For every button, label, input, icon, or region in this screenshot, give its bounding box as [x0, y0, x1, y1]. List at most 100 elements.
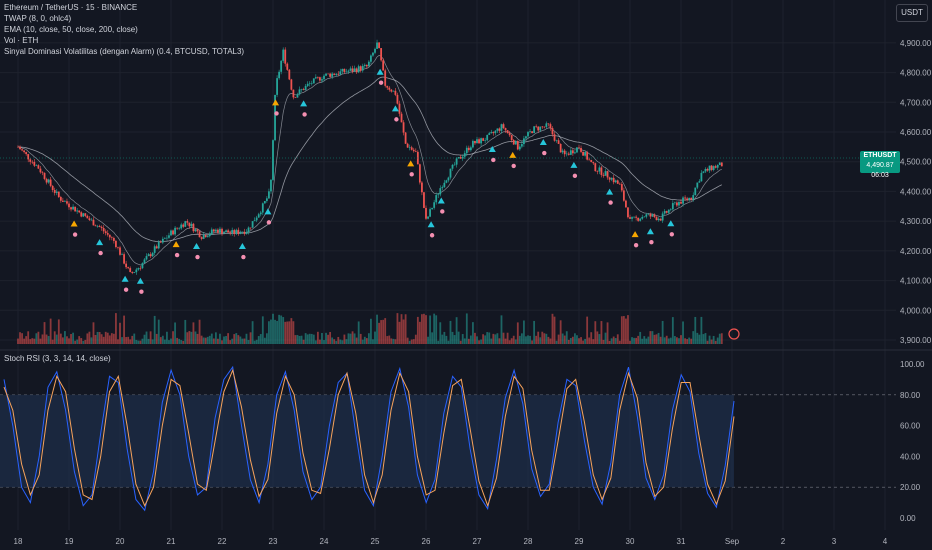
- volume-bar: [229, 340, 232, 344]
- candle-body: [598, 167, 601, 172]
- candle-body: [671, 203, 674, 210]
- candle-body: [365, 64, 368, 67]
- volume-bar: [106, 332, 109, 344]
- candle-body: [241, 231, 244, 233]
- currency-button[interactable]: USDT: [896, 4, 928, 22]
- signal-dot: [139, 289, 144, 294]
- volume-bar: [563, 335, 566, 344]
- volume-bar: [714, 340, 717, 344]
- candle-body: [669, 209, 672, 210]
- volume-bar: [41, 334, 44, 344]
- volume-bar: [574, 333, 576, 344]
- candle-body: [55, 191, 58, 193]
- volume-bar: [239, 336, 242, 344]
- volume-bar: [214, 332, 217, 344]
- volume-bar: [598, 334, 601, 344]
- candle-body: [653, 214, 656, 218]
- candle-body: [708, 165, 711, 171]
- legend-signal[interactable]: Sinyal Dominasi Volatilitas (dengan Alar…: [4, 47, 245, 56]
- signal-dot: [511, 163, 516, 169]
- legend-volume[interactable]: Vol · ETH: [4, 36, 39, 45]
- volume-bar: [567, 339, 570, 344]
- volume-bar: [37, 331, 40, 344]
- volume-bar: [206, 336, 209, 344]
- volume-bar: [35, 333, 38, 344]
- stoch-band-fill: [0, 394, 734, 488]
- volume-bar: [716, 337, 719, 344]
- volume-bar: [27, 331, 30, 344]
- volume-bar: [94, 334, 97, 344]
- candle-body: [629, 217, 631, 219]
- time-axis[interactable]: 18 19 20 21 22 23 24 25 26 27 28 29 30 31 Sep 2 3 4: [14, 537, 888, 546]
- candle-body: [151, 252, 154, 257]
- volume-bar: [178, 338, 181, 344]
- candle-body: [512, 140, 515, 145]
- volume-bar: [533, 320, 536, 344]
- stoch-axis[interactable]: 100.00 80.00 60.00 40.00 20.00 0.00: [900, 360, 925, 523]
- volume-bar: [259, 334, 262, 344]
- candle-body: [112, 237, 115, 241]
- volume-bar: [172, 331, 174, 344]
- volume-bar: [351, 331, 354, 344]
- candle-body: [292, 89, 295, 98]
- candle-body: [192, 223, 195, 232]
- candle-body: [61, 200, 64, 202]
- legend-ema[interactable]: EMA (10, close, 50, close, 200, close): [4, 25, 138, 34]
- candle-body: [476, 139, 478, 144]
- ema-fast: [17, 54, 722, 266]
- volume-bar: [423, 313, 425, 344]
- volume-bar: [708, 335, 711, 344]
- signal-triangle: [70, 220, 78, 227]
- candle-body: [319, 77, 321, 81]
- candle-body: [202, 235, 205, 239]
- signal-triangle: [172, 241, 180, 248]
- candle-body: [463, 153, 466, 157]
- volume-bar: [551, 313, 554, 344]
- candle-body: [384, 70, 387, 86]
- volume-bar: [349, 333, 352, 344]
- stoch-tick-label: 80.00: [900, 391, 921, 400]
- volume-bar: [49, 318, 52, 344]
- volume-bar: [531, 340, 533, 344]
- volume-bar: [463, 338, 466, 344]
- volume-bar: [704, 333, 707, 344]
- candle-body: [231, 229, 234, 234]
- signal-triangle: [300, 100, 308, 107]
- volume-bar: [580, 337, 582, 344]
- candle-body: [622, 190, 625, 201]
- volume-bar: [490, 338, 493, 344]
- candle-body: [110, 237, 113, 238]
- candle-body: [661, 213, 664, 221]
- volume-bar: [245, 333, 248, 344]
- candle-body: [104, 231, 107, 234]
- candle-body: [31, 161, 34, 163]
- price-axis[interactable]: 4,900.00 4,800.00 4,700.00 4,600.00 4,500.00…: [900, 39, 932, 345]
- stoch-tick-label: 100.00: [900, 360, 925, 369]
- volume-bar: [404, 314, 407, 344]
- volume-bar: [168, 340, 170, 344]
- volume-bar: [720, 333, 723, 344]
- volume-bar: [365, 338, 368, 344]
- volume-bar: [382, 319, 385, 344]
- stoch-title[interactable]: Stoch RSI (3, 3, 14, 14, close): [4, 354, 111, 363]
- candle-body: [380, 48, 383, 61]
- candle-body: [225, 230, 227, 233]
- candle-body: [282, 49, 285, 61]
- volume-bar: [64, 331, 66, 344]
- volume-bar: [631, 337, 633, 344]
- candle-body: [488, 133, 491, 135]
- volume-bar: [272, 313, 274, 344]
- x-tick-label: 18: [14, 537, 23, 546]
- candle-body: [535, 126, 538, 127]
- volume-bar: [661, 320, 664, 344]
- volume-bar: [139, 340, 142, 344]
- volume-bar: [263, 337, 266, 344]
- volume-bar: [19, 332, 21, 344]
- alert-icon[interactable]: [728, 328, 740, 340]
- volume-bar: [614, 337, 617, 344]
- candle-body: [235, 229, 238, 234]
- legend-twap[interactable]: TWAP (8, 0, ohlc4): [4, 14, 72, 23]
- candle-body: [92, 219, 95, 226]
- volume-bar: [223, 336, 225, 344]
